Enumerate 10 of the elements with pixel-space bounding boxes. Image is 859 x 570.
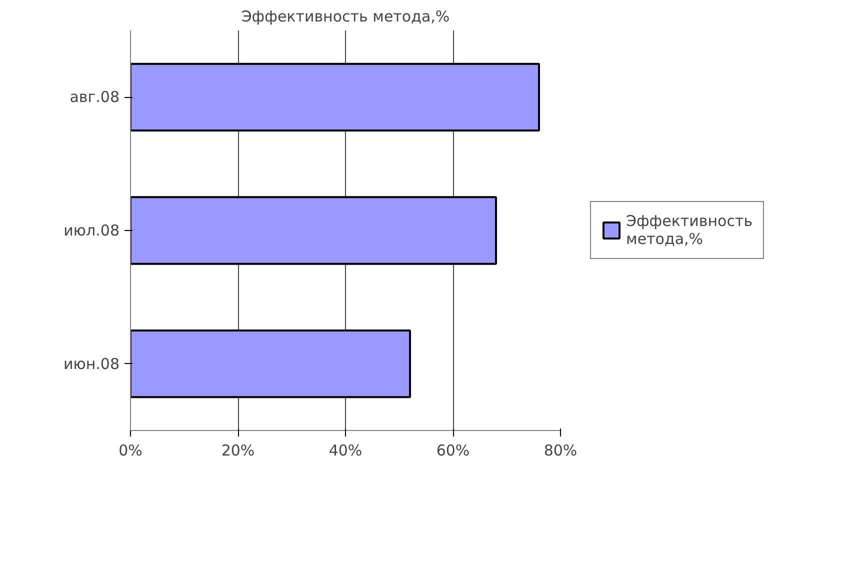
y-tick-label: июл.08 — [64, 222, 120, 240]
x-tick-label: 60% — [436, 442, 470, 460]
x-tick-label: 40% — [328, 442, 362, 460]
y-tick-label: июн.08 — [63, 354, 120, 373]
chart-title: Эффективность метода,% — [241, 8, 450, 26]
x-tick-label: 20% — [221, 442, 255, 460]
x-tick-label: 0% — [118, 442, 142, 460]
x-tick-label: 80% — [544, 442, 578, 460]
y-tick-label: авг.08 — [70, 88, 120, 106]
legend-label: Эффективность метода,% — [626, 212, 753, 248]
